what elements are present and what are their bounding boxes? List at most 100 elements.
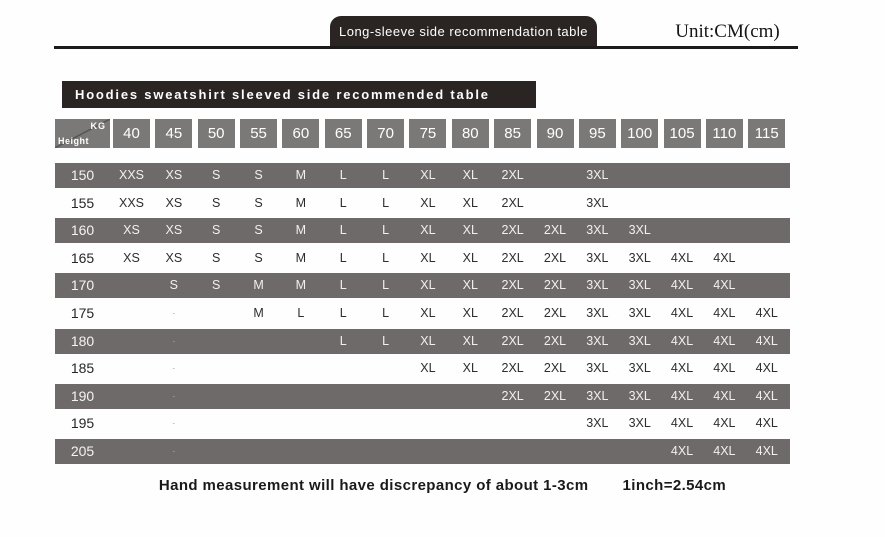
size-cell: ·	[172, 446, 176, 456]
size-cell: 3XL	[586, 416, 609, 431]
table-row: 175 · M L L L XL XL 2XL 2XL 3XL 3XL 4XL 4XL 4XL	[55, 301, 790, 326]
size-cell: L	[339, 168, 347, 182]
size-cell: ·	[172, 335, 176, 346]
size-cell: M	[253, 306, 264, 320]
size-cell: 4XL	[755, 388, 778, 403]
size-cell: 4XL	[670, 333, 694, 348]
size-cell: 3XL	[586, 278, 609, 293]
size-cell: 2XL	[543, 250, 567, 265]
size-cell: XS	[165, 195, 183, 210]
size-cell: 3XL	[628, 416, 651, 431]
table-row: 170 S S M M L L XL XL 2XL 2XL 3XL 3XL 4XL 4XL	[55, 273, 790, 299]
height-cell: 160	[70, 222, 95, 239]
size-cell: L	[382, 278, 390, 293]
size-cell: 2XL	[501, 278, 524, 293]
size-cell: L	[382, 333, 390, 348]
weight-header-cell: 45	[155, 119, 193, 148]
size-cell: 4XL	[670, 250, 694, 265]
size-cell: ·	[172, 390, 176, 401]
size-cell: 4XL	[670, 306, 694, 320]
size-cell: L	[339, 250, 347, 265]
size-cell: XL	[462, 223, 478, 238]
table-row: 190 · 2XL 2XL 3XL 3XL 4XL 4XL 4XL	[55, 383, 790, 409]
size-cell: 4XL	[755, 306, 778, 320]
table-banner: Hoodies sweatshirt sleeved side recommen…	[62, 81, 536, 108]
divider-line	[54, 46, 798, 49]
size-cell: 3XL	[628, 250, 651, 265]
size-cell: L	[382, 250, 390, 265]
size-cell: XL	[462, 168, 478, 182]
size-cell: 2XL	[501, 195, 524, 210]
height-cell: 195	[70, 415, 95, 432]
page-title: Long-sleeve side recommendation table	[338, 24, 589, 39]
size-cell: S	[212, 195, 221, 210]
size-cell: S	[254, 195, 263, 210]
size-cell: XL	[462, 361, 478, 376]
size-cell: 3XL	[628, 278, 651, 293]
size-cell: XL	[420, 168, 436, 182]
size-cell: 2XL	[543, 306, 567, 320]
size-cell: XL	[420, 278, 436, 293]
size-cell: 3XL	[586, 168, 609, 182]
weight-header-cell: 70	[367, 119, 405, 148]
inch-conversion-note: 1inch=2.54cm	[622, 477, 727, 494]
weight-header-cell: 65	[324, 119, 362, 148]
size-cell: 2XL	[501, 361, 524, 376]
size-cell: M	[253, 278, 264, 293]
size-cell: 4XL	[713, 416, 736, 431]
size-cell: S	[254, 223, 263, 238]
size-cell: 2XL	[543, 333, 567, 348]
size-cell: XL	[462, 250, 478, 265]
table-row: 205 · 4XL 4XL 4XL	[55, 439, 790, 464]
size-cell: 2XL	[543, 388, 567, 403]
size-cell: 2XL	[543, 223, 567, 238]
height-axis-label: Height	[58, 136, 89, 146]
size-cell: XL	[462, 278, 478, 293]
weight-header-cell: 50	[197, 119, 235, 148]
weight-header-cell: 55	[240, 119, 278, 148]
size-cell: XS	[165, 223, 183, 238]
weight-header-cell: 75	[409, 119, 447, 148]
size-cell: M	[295, 195, 307, 210]
size-cell: 2XL	[501, 223, 524, 238]
table-row: 180 · L L XL XL 2XL 2XL 3XL 3XL 4XL 4XL 4XL	[55, 328, 790, 354]
size-cell: 4XL	[670, 361, 694, 376]
size-cell: XL	[420, 361, 436, 376]
size-cell: XS	[165, 168, 183, 182]
size-cell: S	[254, 250, 263, 265]
size-cell: XL	[462, 333, 478, 348]
weight-header-cell: 80	[451, 119, 489, 148]
size-cell: 4XL	[755, 416, 778, 431]
size-cell: 4XL	[713, 388, 736, 403]
weight-header-cell: 95	[578, 119, 616, 148]
size-cell: S	[212, 168, 221, 182]
table-row: 165 XS XS S S M L L XL XL 2XL 2XL 3XL 3XL 4XL 4XL	[55, 246, 790, 271]
size-cell: 4XL	[755, 444, 778, 458]
size-cell: ·	[172, 363, 176, 374]
size-cell: 4XL	[670, 444, 694, 458]
size-cell: ·	[172, 308, 176, 318]
size-cell: 4XL	[713, 250, 736, 265]
size-cell: L	[297, 306, 305, 320]
weight-header-cell: 40	[113, 119, 150, 148]
size-cell: L	[339, 278, 347, 293]
weight-header-cell: 100	[621, 119, 659, 148]
size-cell: 3XL	[586, 195, 609, 210]
size-cell: 2XL	[501, 333, 524, 348]
size-cell: S	[212, 278, 221, 293]
size-cell: 3XL	[628, 223, 651, 238]
size-cell: 3XL	[628, 361, 651, 376]
height-cell: 185	[70, 360, 95, 377]
height-cell: 175	[70, 305, 95, 321]
size-cell: 4XL	[713, 278, 736, 293]
weight-header-cell: 85	[494, 119, 532, 148]
size-cell: L	[339, 333, 347, 348]
size-cell: ·	[172, 418, 176, 429]
size-cell: 3XL	[628, 388, 651, 403]
height-cell: 180	[70, 332, 95, 349]
size-cell: 3XL	[586, 306, 609, 320]
height-cell: 155	[70, 194, 95, 211]
size-cell: 2XL	[501, 306, 524, 320]
size-cell: 2XL	[501, 250, 524, 265]
page-title-tab: Long-sleeve side recommendation table	[330, 16, 597, 47]
